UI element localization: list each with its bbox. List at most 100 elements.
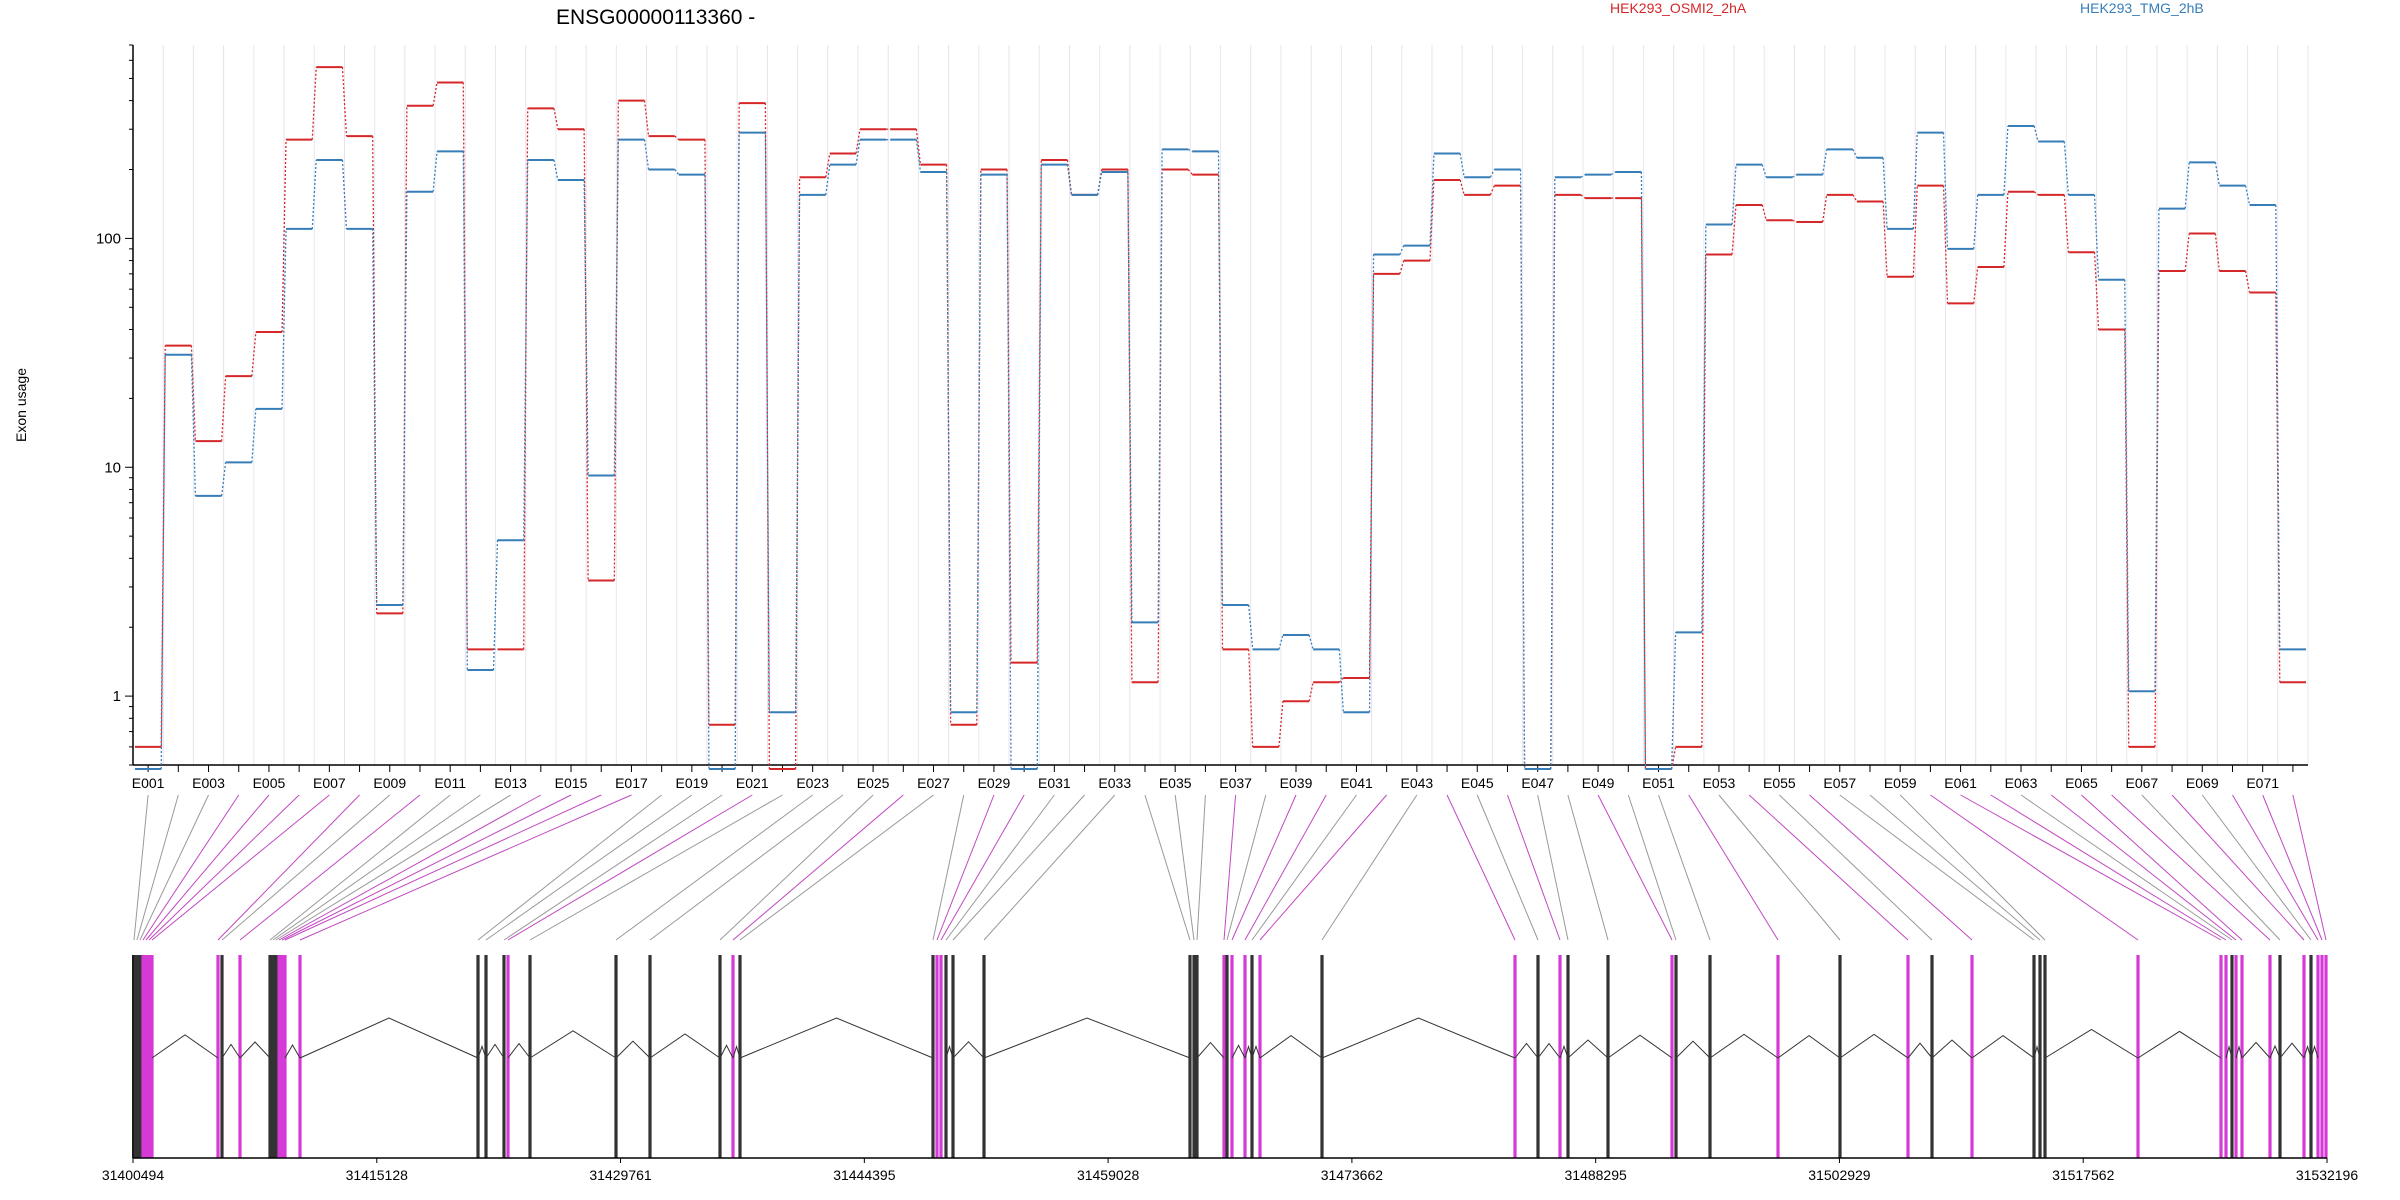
exon-box [144,955,148,1158]
series-1-connector [734,103,740,725]
exon-box [1970,955,1974,1158]
intron [2137,1030,2222,1059]
exon-connector [503,794,723,941]
exon-connector [1259,794,1388,941]
series-2-connector [1852,149,1858,159]
series-2-connector [1973,194,1979,249]
x-tick-label: E041 [1340,775,1373,791]
series-2-connector [583,179,589,476]
series-2-connector [1368,254,1375,713]
series-1-connector [1640,198,1647,770]
series-1-connector [643,100,650,137]
exon-box [138,955,142,1158]
x-tick-label: E017 [615,775,648,791]
exon-box [280,955,284,1158]
series-2-connector [523,160,529,541]
intron [1567,1039,1609,1059]
series-2-connector [402,191,408,606]
exon-connector [151,794,330,941]
x-tick-label: E019 [676,775,709,791]
series-2-connector [2003,125,2009,195]
series-2-connector [1942,132,1949,249]
series-1-connector [855,129,861,154]
exon-box [982,955,986,1158]
intron [299,1017,479,1059]
intron [1259,1034,1323,1059]
intron [2269,1044,2281,1059]
intron [2303,1044,2312,1059]
series-1-connector [915,129,922,165]
series-2-connector [220,462,227,496]
series-2-connector [1459,153,1465,178]
exon-box [1776,955,1780,1158]
series-1-connector [1338,677,1344,683]
grid-layer [132,45,2309,765]
x-tick-label: E037 [1219,775,1252,791]
exon-connector [1990,794,2227,941]
x-tick-label: E003 [192,775,225,791]
exon-connector [1718,794,1841,941]
exon-connector [1899,794,2046,941]
series-1-connector [1187,169,1193,176]
intron [485,1043,505,1059]
exon-connector [1196,794,1206,941]
intron [239,1041,271,1059]
genomic-tick-label: 31473662 [1321,1167,1384,1183]
intron [1675,1040,1711,1059]
series-2-connector [1580,174,1586,178]
exon-connector [1748,794,1909,941]
x-tick-label: E035 [1159,775,1192,791]
genomic-tick-label: 31400494 [102,1167,165,1183]
exon-connector-layer [133,794,2327,941]
series-2-connector [1912,132,1918,229]
series-1-connector [160,345,166,747]
series-2-connector [553,159,559,181]
series-2 [135,124,2306,771]
series-1-connector [2063,194,2069,253]
x-tick-label: E061 [1944,775,1977,791]
series-1-connector [2093,252,2100,330]
series-2-connector [281,228,287,409]
exon-connector [615,794,813,941]
intron [1251,1044,1261,1059]
series-2-connector [1066,164,1073,195]
exon-connector [2141,794,2281,941]
exon-connector [2262,794,2323,941]
series-2-connector [2244,185,2251,206]
intron [945,1044,954,1059]
exon-connector [1321,794,1418,941]
exon-box [1188,955,1192,1158]
x-tick-label: E031 [1038,775,1071,791]
exon-connector [1779,794,1933,941]
series-2-connector [915,139,922,173]
x-tick-label: E015 [555,775,588,791]
x-tick-label: E005 [253,775,286,791]
x-tick-label: E011 [434,775,466,791]
intron [1971,1034,2035,1059]
exon-connector [2050,794,2237,941]
exon-connector [932,794,965,941]
x-tick-label: E025 [857,775,890,791]
exon-box [2043,955,2047,1158]
exon-connector [2020,794,2233,941]
series-2-connector [2154,208,2160,692]
gene-model-layer: 31400494 31415128 31429761 31444395 31459028… [102,955,2359,1183]
exon-connector [269,794,451,941]
series-2-connector [1429,153,1435,246]
genomic-tick-label: 31532196 [2296,1167,2359,1183]
x-tick-label: E001 [132,775,165,791]
exon-box [2320,955,2324,1158]
series-1-connector [1248,649,1254,747]
series-1-connector [1308,682,1314,702]
exon-connector [148,794,300,941]
exon-connector [507,794,753,941]
exon-connector [217,794,360,941]
intron [1907,1042,1933,1059]
exon-connector [1688,794,1779,941]
genomic-tick-label: 31517562 [2052,1167,2115,1183]
series-2-connector [2063,141,2069,195]
series-2-connector [1489,169,1495,178]
exon-box [2324,955,2328,1158]
series-2-connector [190,354,197,496]
series-1-connector [1731,204,1737,255]
